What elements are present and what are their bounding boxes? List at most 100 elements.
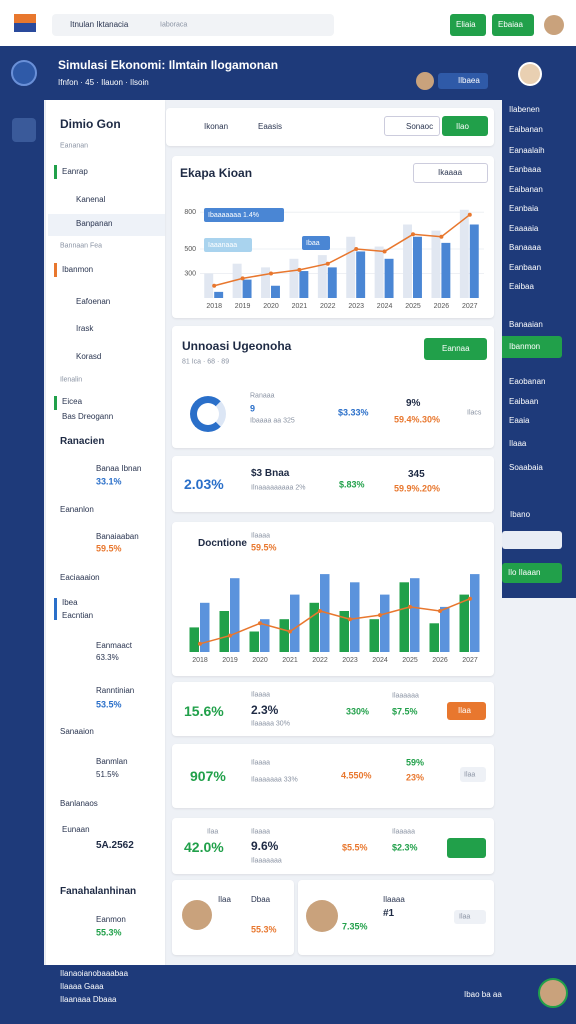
label: 345 — [408, 469, 425, 480]
label: Ilaaaaaaa — [251, 857, 282, 865]
avatar — [182, 900, 212, 930]
button[interactable] — [492, 14, 534, 36]
marker — [54, 263, 57, 277]
x-tick-label: 2019 — [235, 303, 251, 310]
panel-item: Eaaaaia — [509, 224, 539, 233]
button[interactable] — [442, 116, 488, 136]
stat-card — [172, 456, 494, 512]
x-tick-label: 2027 — [462, 303, 478, 310]
bar — [214, 291, 224, 298]
logo[interactable] — [14, 14, 36, 32]
y-tick-label: 500 — [184, 246, 196, 253]
nav-icon[interactable] — [12, 118, 36, 142]
label: 59.4%.30% — [394, 414, 441, 425]
label: $3.33% — [338, 407, 369, 418]
panel-item: Eaibanan — [509, 125, 543, 134]
header — [44, 46, 502, 100]
label: 9 — [250, 403, 256, 414]
label: Ilanaoianobaaabaa — [60, 969, 129, 978]
label: Ekapa Kioan — [180, 166, 253, 180]
active-item[interactable] — [502, 336, 562, 358]
button[interactable] — [447, 702, 486, 720]
label: 81 Ica · 68 · 89 — [182, 358, 230, 366]
label: Banpanan — [76, 219, 113, 228]
bar — [356, 251, 366, 298]
label: 2.03% — [184, 476, 224, 492]
search-box[interactable] — [384, 116, 440, 136]
label: Eaasis — [258, 122, 283, 131]
button[interactable] — [502, 563, 562, 583]
label: Banlanaos — [60, 799, 98, 808]
bar — [279, 619, 289, 652]
tag — [460, 767, 486, 782]
label: Dimio Gon — [60, 117, 121, 131]
label: #1 — [383, 908, 395, 919]
label: Ibano — [510, 510, 531, 519]
button[interactable] — [424, 338, 487, 360]
annotation-box — [204, 238, 252, 252]
search-box[interactable] — [52, 14, 334, 36]
bar — [403, 224, 412, 298]
label: 7.35% — [342, 921, 368, 932]
point — [198, 641, 202, 646]
label: Ilao — [456, 122, 469, 131]
input[interactable] — [502, 531, 562, 549]
bar — [431, 230, 441, 298]
label: Eliaia — [456, 20, 476, 29]
label: 4.550% — [341, 770, 372, 781]
label: $2.3% — [392, 842, 418, 853]
bar — [230, 578, 240, 652]
label: 59.5% — [251, 542, 277, 553]
point — [468, 596, 472, 601]
point — [411, 232, 415, 237]
label: Eananlon — [60, 505, 94, 514]
annotation: Iaaanaaa — [208, 242, 237, 249]
label: Eicea — [62, 397, 83, 406]
bar — [399, 582, 409, 652]
bar — [290, 594, 300, 652]
bar — [384, 258, 394, 298]
x-tick-label: 2023 — [342, 657, 358, 664]
label: Itnulan Iktanacia — [70, 20, 129, 29]
x-tick-label: 2021 — [282, 657, 298, 664]
label: Eanmon — [96, 915, 126, 924]
label: Iaboraca — [160, 21, 188, 29]
x-tick-label: 2026 — [434, 303, 450, 310]
chart: 300 500 800 2018 2019 2020 2021 2022 2023 2024 202… — [184, 208, 484, 310]
point — [318, 609, 322, 613]
label: 9% — [406, 398, 421, 409]
bar — [299, 271, 309, 298]
label: Bannaan Fea — [60, 242, 103, 250]
avatar[interactable] — [538, 978, 568, 1008]
button[interactable] — [450, 14, 486, 36]
badge[interactable] — [438, 73, 488, 89]
label: 51.5% — [96, 770, 119, 779]
bar — [469, 224, 479, 298]
label: 330% — [346, 706, 370, 717]
label: Fanahalanhinan — [60, 886, 137, 897]
bar — [440, 606, 450, 652]
panel-item: Banaaian — [509, 320, 543, 329]
label: Eanrap — [62, 167, 88, 176]
point — [212, 283, 217, 288]
label: Korasd — [76, 352, 102, 361]
point — [438, 609, 442, 613]
label: Eanmaact — [96, 641, 133, 650]
label: Banmlan — [96, 757, 128, 766]
app-icon[interactable] — [11, 60, 37, 86]
search-box[interactable] — [413, 163, 488, 183]
label: Ilenalin — [60, 376, 83, 384]
bar — [346, 236, 356, 298]
bar — [189, 627, 199, 652]
avatar[interactable] — [544, 15, 564, 35]
label: Ibanmon — [62, 265, 94, 274]
button[interactable] — [447, 838, 486, 858]
label: $.83% — [339, 479, 365, 490]
bar — [441, 242, 451, 298]
label: Sonaoc — [406, 122, 434, 131]
x-tick-label: 2022 — [312, 657, 328, 664]
panel-item: Eaibaa — [509, 282, 534, 291]
x-tick-label: 2018 — [206, 303, 222, 310]
label: Docntione — [198, 538, 247, 549]
bar — [350, 582, 360, 652]
